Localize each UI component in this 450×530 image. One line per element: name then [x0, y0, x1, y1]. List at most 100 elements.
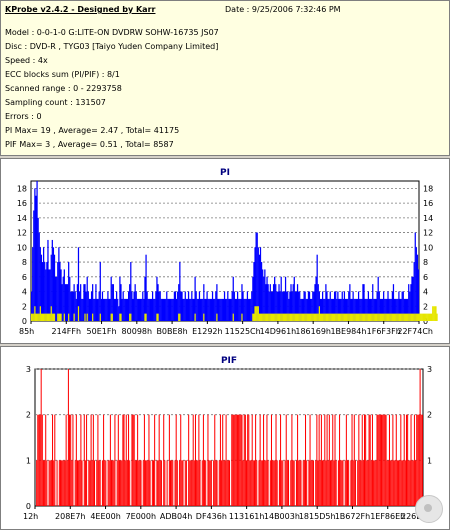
scroll-knob[interactable]	[415, 495, 443, 523]
baseline-bar	[258, 313, 261, 321]
data-bar	[195, 291, 197, 321]
data-bar	[72, 414, 74, 506]
data-bar	[174, 291, 177, 321]
data-bar	[180, 414, 182, 506]
data-bar	[356, 298, 359, 321]
data-bar	[354, 460, 356, 506]
data-bar	[110, 276, 112, 321]
data-bar	[137, 298, 140, 321]
data-bar	[367, 291, 370, 321]
data-bar	[191, 291, 193, 321]
data-bar	[81, 460, 83, 506]
baseline-bar	[312, 313, 314, 321]
baseline-bar	[36, 313, 38, 321]
data-bar	[246, 460, 248, 506]
data-bar	[319, 298, 322, 321]
data-bar	[159, 460, 161, 506]
data-bar	[163, 298, 166, 321]
data-bar	[221, 298, 223, 321]
data-bar	[351, 414, 353, 506]
data-bar	[80, 414, 82, 506]
data-bar	[74, 291, 76, 321]
data-bar	[274, 460, 276, 506]
baseline-bar	[415, 313, 417, 321]
baseline-bar	[264, 313, 266, 321]
data-bar	[244, 298, 246, 321]
data-bar	[143, 414, 145, 506]
baseline-bar	[287, 313, 289, 321]
data-bar	[377, 414, 379, 506]
baseline-bar	[120, 313, 122, 321]
baseline-bar	[372, 313, 374, 321]
data-bar	[113, 460, 115, 506]
data-bar	[292, 284, 294, 321]
data-bar	[293, 276, 295, 321]
data-bar	[383, 291, 385, 321]
data-bar	[70, 291, 72, 321]
data-bar	[365, 298, 367, 321]
x-tick-label: DF436h	[196, 512, 227, 521]
baseline-bar	[423, 313, 425, 321]
data-bar	[71, 460, 73, 506]
baseline-bar	[414, 313, 416, 321]
data-bar	[58, 247, 60, 321]
data-bar	[122, 291, 124, 321]
baseline-bar	[73, 313, 75, 321]
baseline-bar	[42, 313, 45, 321]
data-bar	[394, 460, 396, 506]
baseline-bar	[277, 313, 279, 321]
baseline-bar	[367, 313, 370, 321]
x-tick-label: 12h	[23, 512, 38, 521]
baseline-bar	[345, 313, 348, 321]
data-bar	[398, 291, 400, 321]
data-bar	[174, 460, 176, 506]
data-bar	[263, 276, 265, 321]
data-bar	[290, 460, 292, 506]
data-bar	[238, 298, 240, 321]
data-bar	[315, 276, 317, 321]
data-bar	[350, 460, 352, 506]
baseline-bar	[417, 313, 420, 321]
data-bar	[123, 414, 125, 506]
data-bar	[363, 284, 365, 321]
data-bar	[235, 298, 238, 321]
y-tick-label-right: 2	[427, 411, 432, 420]
data-bar	[198, 291, 201, 321]
data-bar	[81, 298, 83, 321]
data-bar	[218, 460, 220, 506]
data-bar	[274, 276, 276, 321]
baseline-bar	[339, 313, 341, 321]
baseline-bar	[129, 313, 131, 321]
data-bar	[412, 460, 414, 506]
data-bar	[37, 414, 39, 506]
data-bar	[317, 460, 319, 506]
data-bar	[48, 269, 50, 321]
baseline-bar	[292, 313, 294, 321]
y-tick-label-left: 2	[22, 302, 27, 311]
data-bar	[317, 284, 319, 321]
data-bar	[132, 414, 134, 506]
data-bar	[147, 298, 149, 321]
data-bar	[64, 284, 67, 321]
data-bar	[337, 460, 339, 506]
data-bar	[76, 460, 78, 506]
data-bar	[109, 298, 111, 321]
baseline-bar	[340, 313, 342, 321]
baseline-bar	[357, 313, 360, 321]
baseline-bar	[271, 313, 274, 321]
data-bar	[368, 414, 370, 506]
data-bar	[271, 291, 274, 321]
data-bar	[186, 298, 189, 321]
data-bar	[380, 298, 383, 321]
baseline-bar	[68, 313, 70, 321]
data-bar	[383, 414, 385, 506]
y-tick-label-left: 10	[17, 243, 27, 252]
data-bar	[252, 460, 254, 506]
data-bar	[241, 414, 243, 506]
data-bar	[112, 284, 114, 321]
x-tick-label: 22F74Ch	[397, 327, 433, 336]
data-bar	[192, 414, 194, 506]
baseline-bar	[377, 313, 379, 321]
data-bar	[279, 291, 281, 321]
baseline-bar	[323, 313, 325, 321]
